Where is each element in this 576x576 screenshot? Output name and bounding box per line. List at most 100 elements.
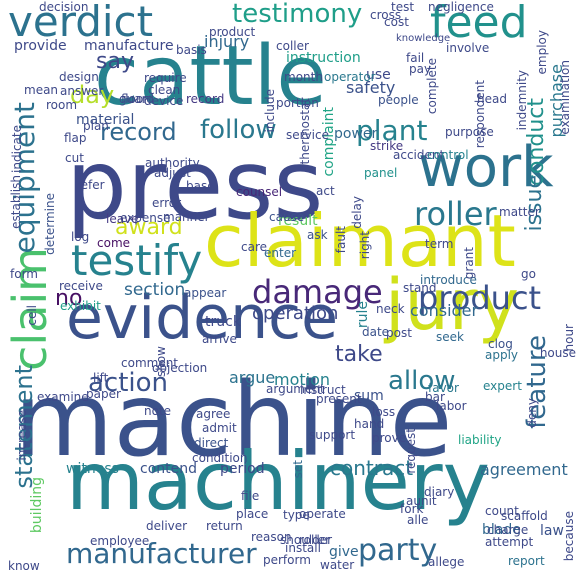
- word-sum: sum: [354, 388, 384, 404]
- word-log: log: [71, 230, 90, 244]
- word-product-small: product: [209, 25, 256, 39]
- word-condition: condition: [192, 451, 248, 465]
- word-set: set: [291, 460, 305, 479]
- word-clean: clean: [148, 83, 181, 97]
- word-examination: examination: [558, 60, 572, 135]
- word-blade: blade: [482, 522, 521, 538]
- word-matter: matter: [499, 205, 540, 219]
- word-introduce: introduce: [420, 273, 477, 287]
- word-enter: enter: [264, 246, 297, 260]
- word-take: take: [335, 342, 383, 367]
- word-testify: testify: [71, 236, 203, 285]
- word-complete: complete: [425, 58, 439, 115]
- word-establish: establish: [9, 175, 23, 229]
- word-loss: loss: [372, 405, 396, 419]
- word-manufacturer: manufacturer: [66, 537, 257, 570]
- word-strike: strike: [370, 139, 404, 153]
- word-argument: argument: [266, 382, 325, 396]
- word-roller: roller: [414, 195, 497, 233]
- word-prove: prove: [372, 431, 407, 445]
- word-issue: issue: [522, 175, 547, 232]
- word-receive: receive: [59, 279, 103, 293]
- word-deny: deny: [525, 398, 539, 428]
- word-determine: determine: [43, 193, 57, 255]
- word-apply: apply: [485, 348, 519, 362]
- word-count: count: [485, 504, 519, 518]
- word-indemnity: indemnity: [515, 70, 529, 131]
- word-flap: flap: [64, 131, 87, 145]
- word-purpose: purpose: [445, 125, 494, 139]
- word-examine: examine: [37, 390, 89, 404]
- word-lift: lift: [93, 371, 109, 385]
- word-mean: mean: [24, 83, 59, 97]
- word-water: water: [320, 558, 355, 572]
- word-type: type: [283, 508, 310, 522]
- word-come: come: [97, 236, 131, 250]
- word-machine: machine: [14, 361, 453, 480]
- word-pay: pay: [409, 62, 432, 76]
- word-roller-small: roller: [299, 533, 330, 547]
- word-decision: decision: [39, 0, 89, 14]
- word-labor: labor: [436, 399, 467, 413]
- word-operation: operation: [252, 303, 339, 324]
- word-stand: stand: [403, 281, 437, 295]
- word-design: design: [59, 70, 99, 84]
- word-product: product: [418, 279, 542, 317]
- word-operator: operator: [324, 70, 376, 84]
- word-floor: floor: [121, 92, 149, 106]
- word-employ: employ: [535, 30, 549, 75]
- word-file: file: [241, 489, 260, 503]
- word-expense: expense: [120, 211, 171, 225]
- word-act: act: [316, 184, 335, 198]
- word-test: test: [391, 0, 415, 14]
- word-law: law: [540, 523, 564, 539]
- word-people: people: [378, 93, 419, 107]
- word-guard: guard: [119, 92, 154, 106]
- word-know: know: [8, 559, 40, 573]
- word-consider: consider: [410, 301, 479, 320]
- word-shoulder: shoulder: [280, 533, 333, 547]
- word-fork: fork: [400, 502, 424, 516]
- word-require: require: [144, 71, 187, 85]
- word-support: support: [309, 428, 356, 442]
- word-answer: answer: [60, 84, 104, 98]
- word-coller: coller: [276, 39, 309, 53]
- word-attempt: attempt: [485, 535, 534, 549]
- word-say: say: [96, 49, 134, 74]
- word-exhibit: exhibit: [60, 299, 101, 313]
- word-control: control: [427, 148, 469, 162]
- word-care: care: [241, 240, 268, 254]
- word-cell: cell: [25, 305, 39, 326]
- word-instruction: instruction: [286, 50, 361, 66]
- word-allow: allow: [388, 366, 456, 396]
- word-agreement: agreement: [480, 460, 568, 479]
- word-place: place: [236, 507, 269, 521]
- word-liability: liability: [458, 433, 502, 447]
- word-operate: operate: [299, 507, 346, 521]
- word-verdict: verdict: [8, 0, 154, 46]
- word-press: press: [66, 129, 324, 241]
- word-objection: objection: [152, 361, 208, 375]
- word-date: date: [362, 325, 390, 339]
- word-instruct: instruct: [300, 383, 346, 397]
- word-term: term: [425, 237, 454, 251]
- word-jury: jury: [385, 264, 520, 346]
- word-award: award: [115, 215, 183, 240]
- word-motion: motion: [274, 370, 331, 389]
- word-section: section: [124, 280, 186, 300]
- word-reason: reason: [251, 530, 292, 544]
- word-building: building: [29, 477, 45, 534]
- word-room: room: [46, 98, 78, 112]
- word-manner: manner: [163, 210, 210, 224]
- word-contract: contract: [330, 456, 414, 480]
- word-month: month: [284, 70, 323, 84]
- word-comment: comment: [121, 356, 179, 370]
- word-favor: favor: [428, 381, 459, 395]
- word-action: action: [88, 368, 169, 398]
- word-deliver: deliver: [146, 519, 188, 533]
- word-install: install: [285, 541, 321, 555]
- word-testimony: testimony: [232, 0, 363, 29]
- word-material: material: [76, 112, 135, 128]
- word-plan: plan: [83, 119, 109, 133]
